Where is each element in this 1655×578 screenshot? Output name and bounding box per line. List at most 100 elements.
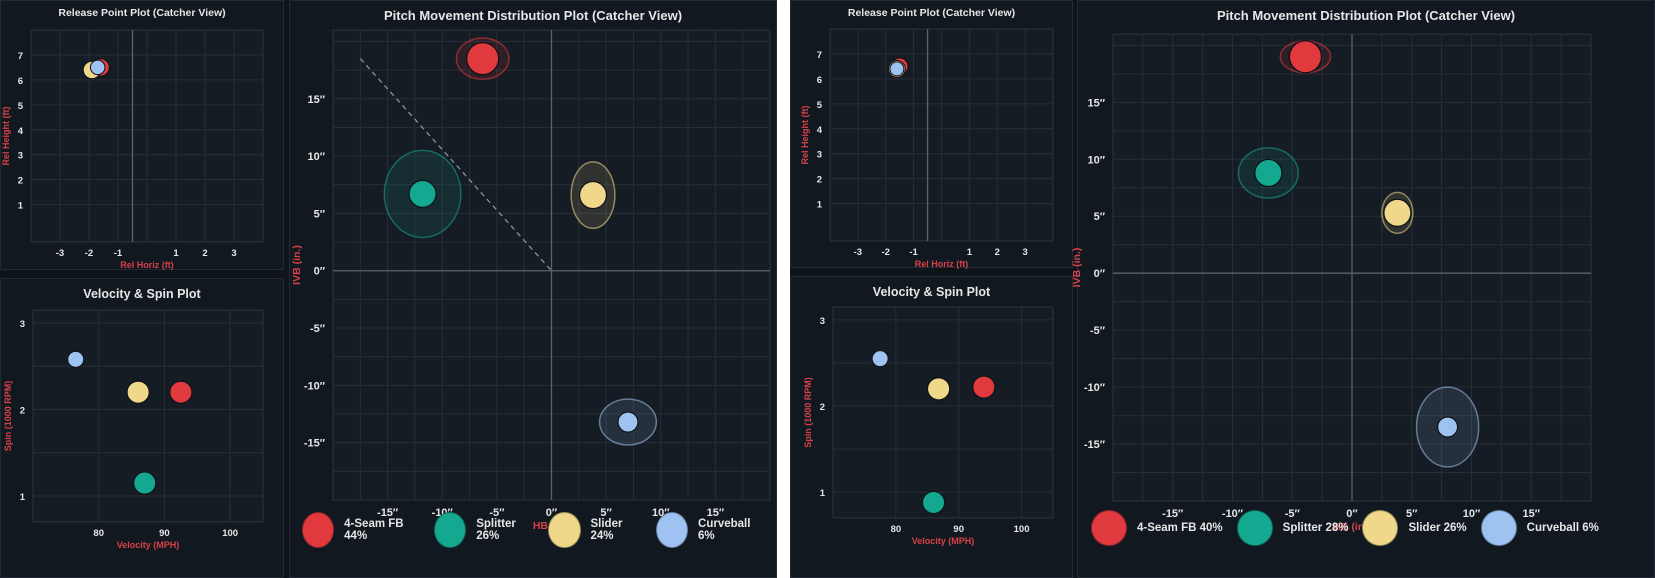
splitter-point bbox=[408, 179, 437, 209]
x-tick-label: -2 bbox=[85, 248, 93, 259]
x-tick-label: -3 bbox=[854, 247, 862, 258]
slider-point bbox=[578, 180, 608, 210]
x-tick-label: 80 bbox=[93, 528, 104, 539]
x-axis-title: Rel Horiz (ft) bbox=[120, 260, 174, 270]
4-seam-fb-velo-spin-point bbox=[169, 380, 193, 404]
y-tick-label: 2 bbox=[817, 175, 822, 186]
release-point-title: Release Point Plot (Catcher View) bbox=[58, 7, 226, 19]
y-tick-label: 1 bbox=[817, 200, 823, 211]
legend-swatch bbox=[434, 512, 467, 548]
x-tick-label: -5″ bbox=[1285, 508, 1301, 520]
slider-velo-spin-point bbox=[927, 377, 951, 401]
x-axis-title: Velocity (MPH) bbox=[117, 540, 180, 550]
x-axis-title: Rel Horiz (ft) bbox=[915, 259, 969, 269]
y-tick-label: 15″ bbox=[1087, 97, 1105, 109]
y-tick-label: 6 bbox=[18, 76, 23, 87]
x-tick-label: -10″ bbox=[1222, 508, 1244, 520]
x-tick-label: 15″ bbox=[1522, 508, 1540, 520]
y-axis-title: Rel Height (ft) bbox=[800, 106, 810, 165]
legend-swatch bbox=[1236, 510, 1273, 546]
y-axis-title: Spin (1000 RPM) bbox=[3, 381, 13, 452]
slider-velo-spin-point bbox=[126, 380, 150, 404]
y-tick-label: 1 bbox=[20, 492, 26, 503]
legend-item-slider: Slider 24% bbox=[548, 512, 641, 548]
y-axis-title: Rel Height (ft) bbox=[1, 107, 11, 166]
release-point-chart: -3 -2 -1 1 2 3 1 2 3 4 5 6 7 Rel Horiz (ft) Rel Height… bbox=[800, 28, 1054, 269]
y-tick-label: -5″ bbox=[310, 323, 326, 335]
legend-label: Curveball 6% bbox=[698, 518, 751, 542]
y-tick-label: 5″ bbox=[1094, 211, 1106, 223]
x-tick-label: 15″ bbox=[707, 507, 725, 519]
y-tick-label: 6 bbox=[817, 75, 822, 86]
curveball-velo-spin-point bbox=[871, 350, 889, 368]
velocity-spin-chart: 80 90 100 1 2 3 Velocity (MPH) Spin (1000 RPM) bbox=[803, 306, 1054, 546]
x-tick-label: -1 bbox=[909, 247, 918, 258]
y-axis-title: IVB (in.) bbox=[291, 245, 303, 285]
release-point-chart: -3 -2 -1 1 2 3 1 2 3 4 5 6 7 Rel Horiz (ft) Rel Height… bbox=[1, 29, 264, 270]
legend-label: 4-Seam FB 40% bbox=[1137, 522, 1223, 534]
legend-swatch bbox=[302, 512, 335, 548]
x-tick-label: 80 bbox=[891, 524, 902, 535]
x-tick-label: 2 bbox=[202, 248, 207, 259]
dashboard-right: Release Point Plot (Catcher View) -3 -2 -1… bbox=[790, 0, 1655, 578]
y-tick-label: 2 bbox=[820, 402, 825, 413]
velocity-spin-panel: Velocity & Spin Plot 80 90 100 1 2 3 Velocity … bbox=[790, 276, 1073, 578]
legend-swatch bbox=[1480, 510, 1517, 546]
x-tick-label: 90 bbox=[159, 528, 170, 539]
x-tick-label: 2 bbox=[995, 247, 1000, 258]
x-axis-title: Velocity (MPH) bbox=[912, 536, 975, 546]
y-tick-label: 0″ bbox=[1094, 268, 1106, 280]
legend-item-slider: Slider 26% bbox=[1362, 510, 1467, 546]
splitter-velo-spin-point bbox=[133, 471, 157, 495]
y-tick-label: -15″ bbox=[304, 438, 326, 450]
movement-panel: Pitch Movement Distribution Plot (Catche… bbox=[289, 0, 777, 578]
x-tick-label: 100 bbox=[1014, 524, 1030, 535]
legend-item-curveball: Curveball 6% bbox=[1480, 510, 1599, 546]
y-tick-label: 4 bbox=[18, 126, 24, 137]
velocity-spin-chart: 80 90 100 1 2 3 Velocity (MPH) Spin (1000 RPM) bbox=[3, 309, 264, 550]
y-tick-label: -10″ bbox=[1084, 382, 1106, 394]
curveball-point bbox=[617, 411, 639, 433]
dashboard-left: Release Point Plot (Catcher View) -3 -2 -1… bbox=[0, 0, 777, 578]
movement-chart: -15″-10″-5″0″5″10″15″15″10″5″0″-5″-10″-1… bbox=[291, 29, 771, 532]
legend-item-splitter: Splitter 28% bbox=[1236, 510, 1348, 546]
movement-chart: -15″-10″-5″0″5″10″15″15″10″5″0″-5″-10″-1… bbox=[1071, 33, 1592, 533]
x-tick-label: -3 bbox=[56, 248, 64, 259]
plot-area bbox=[832, 306, 1054, 519]
y-axis-title: IVB (in.) bbox=[1071, 248, 1083, 288]
velocity-spin-panel: Velocity & Spin Plot 80 90 100 1 2 3 Velocity … bbox=[0, 278, 284, 578]
legend-label: Splitter 26% bbox=[476, 518, 516, 542]
y-tick-label: 7 bbox=[817, 50, 822, 61]
x-tick-label: 1 bbox=[173, 248, 179, 259]
x-axis-title: HB (in.) bbox=[1333, 521, 1370, 533]
y-tick-label: 3 bbox=[18, 151, 23, 162]
x-tick-label: 1 bbox=[967, 247, 973, 258]
splitter-velo-spin-point bbox=[922, 490, 946, 514]
legend-label: Curveball 6% bbox=[1526, 522, 1599, 534]
velocity-spin-title: Velocity & Spin Plot bbox=[83, 287, 201, 301]
pitch-legend: 4-Seam FB 40% Splitter 28% Slider 26% Cu… bbox=[1091, 510, 1613, 546]
arm-angle-dashed-line bbox=[359, 58, 552, 272]
y-tick-label: -10″ bbox=[304, 380, 326, 392]
legend-swatch bbox=[1091, 510, 1127, 546]
y-tick-label: 3 bbox=[817, 150, 822, 161]
x-tick-label: 5″ bbox=[1406, 508, 1418, 520]
x-tick-label: -15″ bbox=[1162, 508, 1184, 520]
splitter-point bbox=[1254, 158, 1283, 188]
y-tick-label: 15″ bbox=[307, 94, 325, 106]
y-tick-label: -15″ bbox=[1084, 439, 1106, 451]
4-seam-fb-velo-spin-point bbox=[972, 375, 996, 399]
x-tick-label: 0″ bbox=[1346, 508, 1358, 520]
legend-label: Slider 26% bbox=[1408, 522, 1467, 534]
y-tick-label: -5″ bbox=[1090, 325, 1106, 337]
x-tick-label: -15″ bbox=[377, 507, 399, 519]
4-seam-fb-point bbox=[466, 42, 500, 76]
slider-point bbox=[1383, 198, 1412, 227]
velocity-spin-title: Velocity & Spin Plot bbox=[872, 285, 991, 299]
x-tick-label: 10″ bbox=[1463, 508, 1481, 520]
curveball-velo-spin-point bbox=[67, 350, 85, 368]
y-tick-label: 3 bbox=[20, 319, 25, 330]
4-seam-fb-point bbox=[1288, 40, 1322, 74]
x-tick-label: 100 bbox=[222, 528, 238, 539]
y-tick-label: 0″ bbox=[314, 266, 326, 278]
